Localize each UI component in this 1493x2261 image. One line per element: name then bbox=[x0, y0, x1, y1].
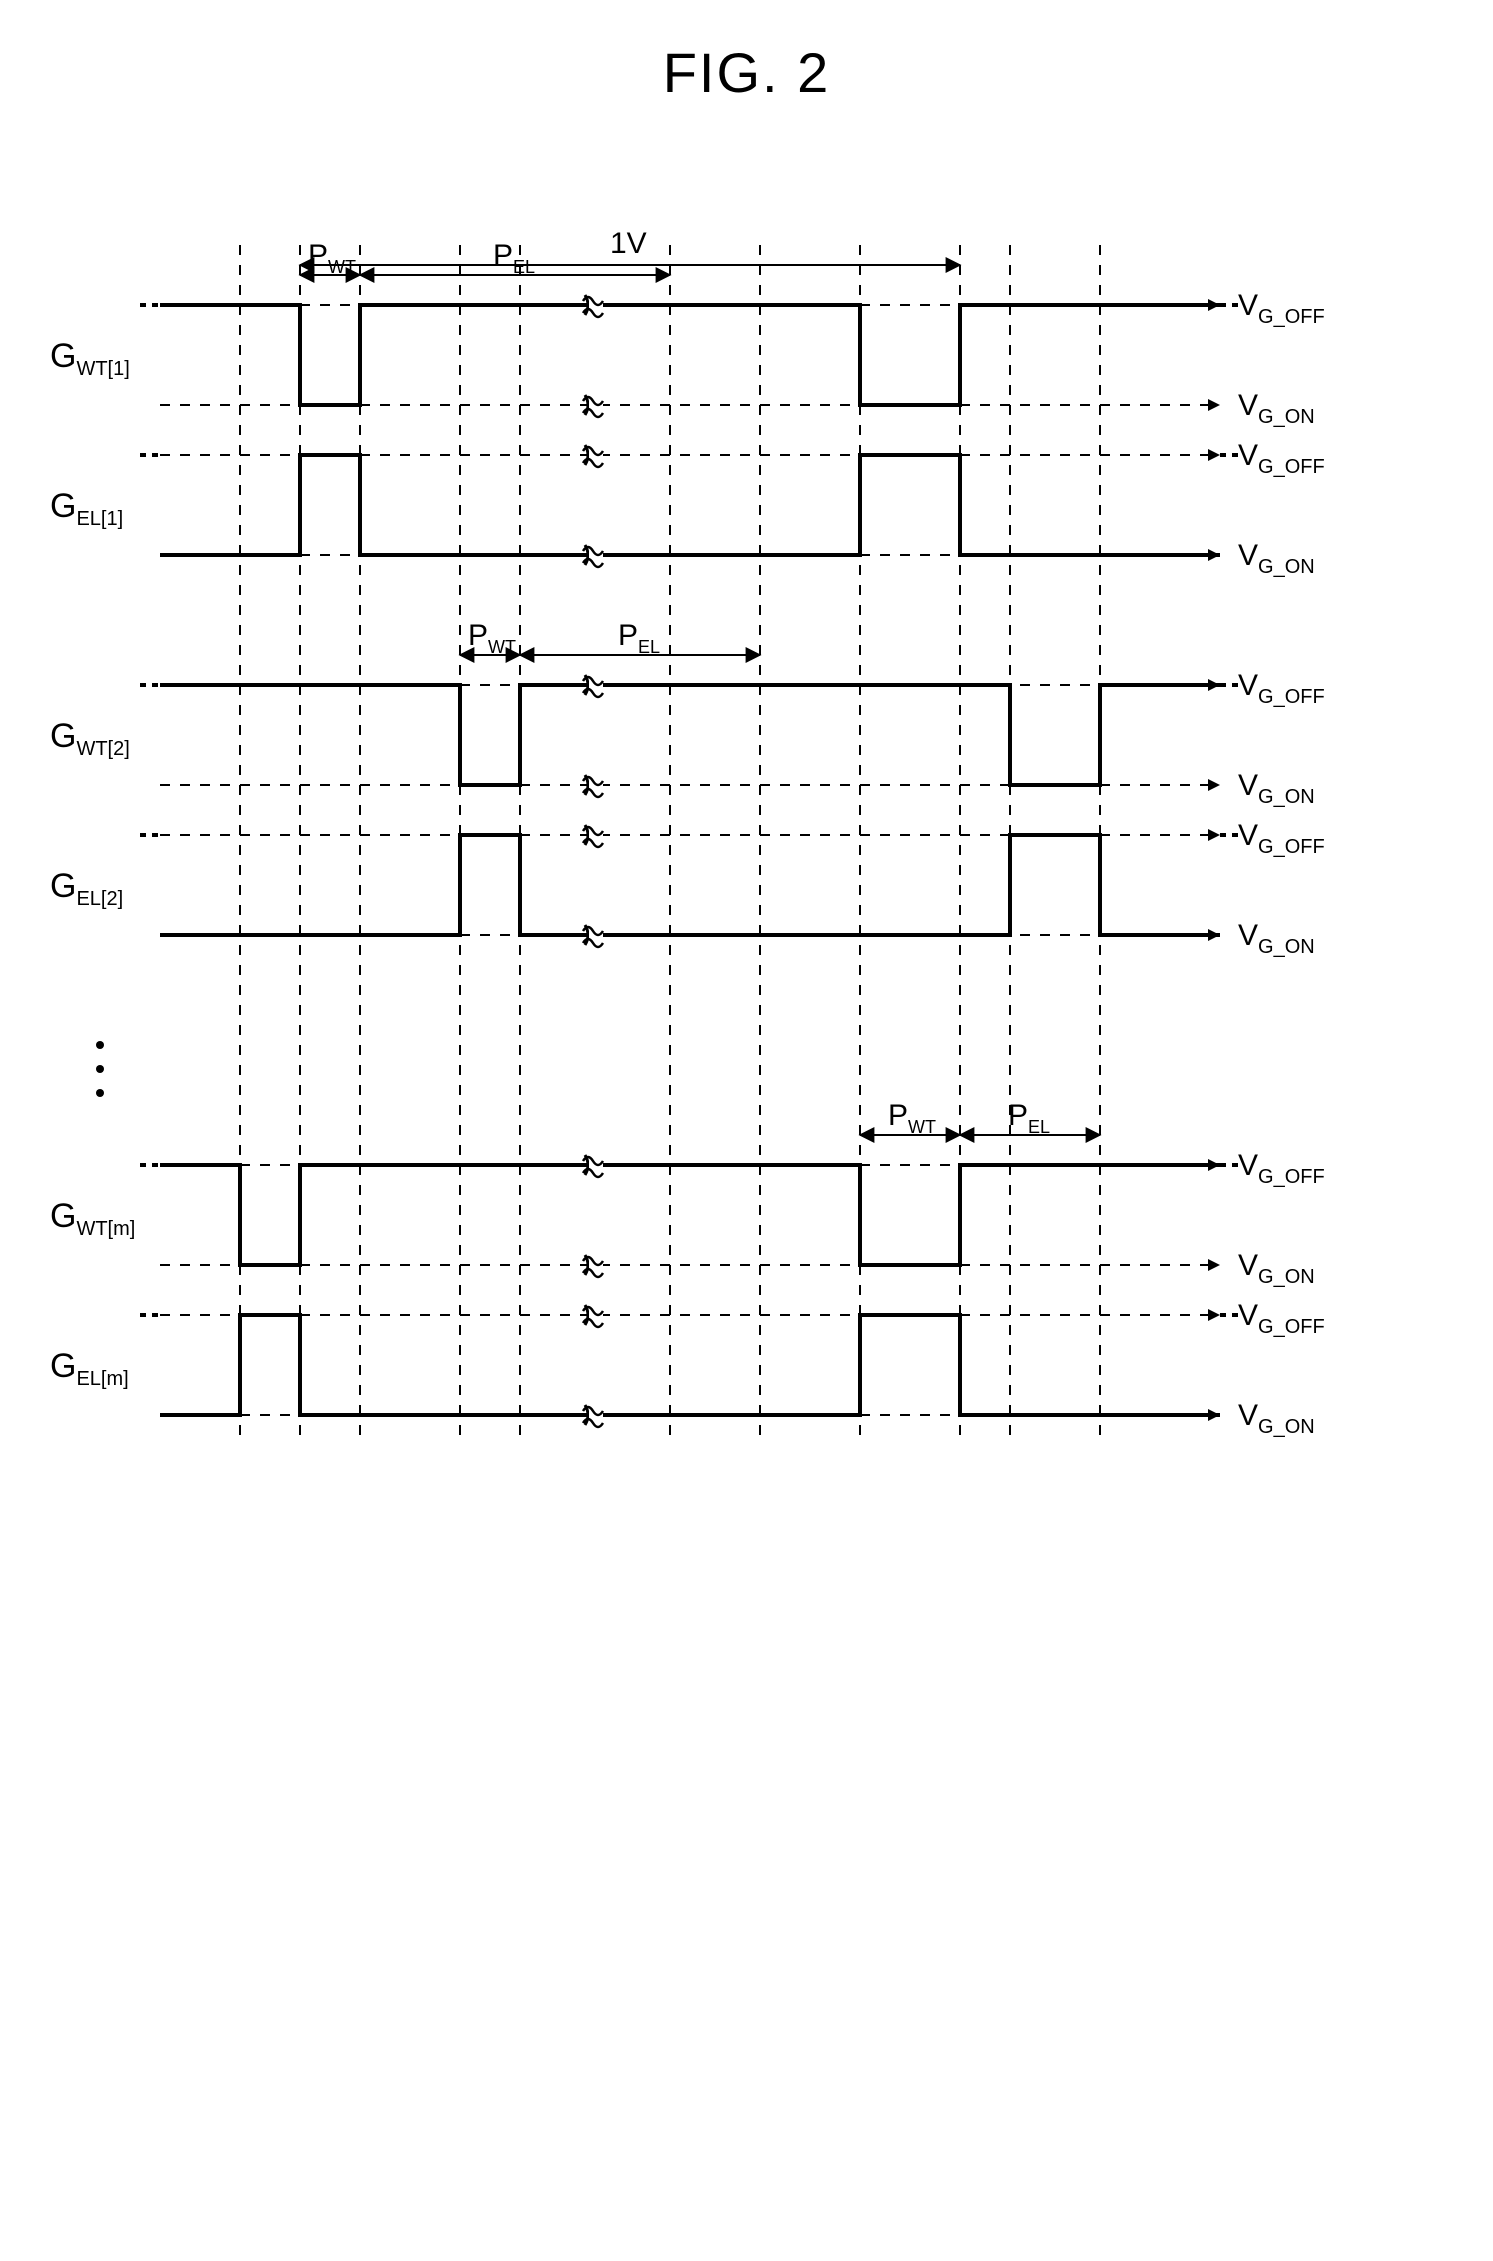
svg-text:VG_ON: VG_ON bbox=[1238, 539, 1315, 578]
svg-text:GWT[2]: GWT[2] bbox=[50, 717, 130, 760]
svg-text:GEL[m]: GEL[m] bbox=[50, 1347, 129, 1390]
svg-text:PWT: PWT bbox=[468, 619, 516, 657]
svg-text:VG_OFF: VG_OFF bbox=[1238, 1299, 1325, 1338]
svg-text:VG_OFF: VG_OFF bbox=[1238, 819, 1325, 858]
svg-text:GWT[m]: GWT[m] bbox=[50, 1197, 135, 1240]
svg-text:PWT: PWT bbox=[308, 239, 356, 277]
svg-text:PEL: PEL bbox=[618, 619, 660, 657]
timing-diagram: VG_OFF VG_ON GWT[1] VG_OFF VG_ON GEL[1] VG_OFF… bbox=[40, 145, 1453, 1545]
svg-text:PEL: PEL bbox=[493, 239, 535, 277]
figure-title: FIG. 2 bbox=[40, 40, 1453, 105]
svg-text:VG_ON: VG_ON bbox=[1238, 919, 1315, 958]
svg-text:VG_ON: VG_ON bbox=[1238, 1399, 1315, 1438]
svg-text:1V: 1V bbox=[610, 227, 647, 260]
svg-text:GEL[2]: GEL[2] bbox=[50, 867, 123, 910]
svg-text:VG_OFF: VG_OFF bbox=[1238, 439, 1325, 478]
svg-text:VG_OFF: VG_OFF bbox=[1238, 1149, 1325, 1188]
svg-text:VG_OFF: VG_OFF bbox=[1238, 289, 1325, 328]
svg-text:VG_ON: VG_ON bbox=[1238, 1249, 1315, 1288]
svg-text:GWT[1]: GWT[1] bbox=[50, 337, 130, 380]
svg-text:VG_ON: VG_ON bbox=[1238, 389, 1315, 428]
svg-text:VG_ON: VG_ON bbox=[1238, 769, 1315, 808]
svg-text:GEL[1]: GEL[1] bbox=[50, 487, 123, 530]
svg-text:PWT: PWT bbox=[888, 1099, 936, 1137]
svg-text:VG_OFF: VG_OFF bbox=[1238, 669, 1325, 708]
svg-text:PEL: PEL bbox=[1008, 1099, 1050, 1137]
